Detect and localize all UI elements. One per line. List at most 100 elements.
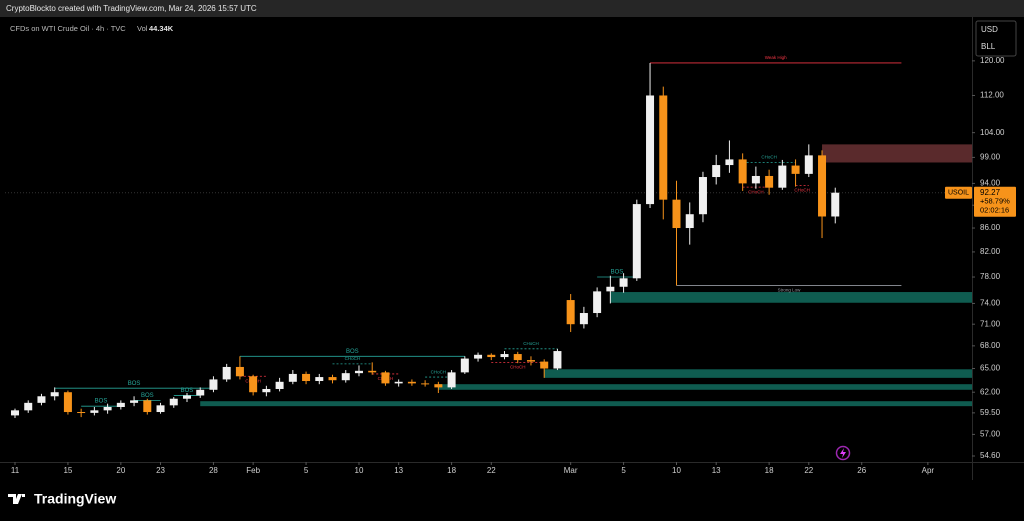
candle-body — [50, 392, 59, 397]
candle-body — [765, 175, 774, 188]
level-label: BOS — [181, 388, 194, 394]
candle-body — [37, 396, 46, 403]
countdown: 02:02:16 — [980, 206, 1009, 215]
x-tick-label: Mar — [564, 466, 578, 475]
last-price: 92.27 — [980, 188, 1001, 197]
brand-logo — [8, 494, 25, 504]
level-label: BOS — [611, 270, 624, 276]
candle-body — [24, 402, 33, 411]
candle-body — [354, 370, 363, 374]
level-label: CHoCH — [761, 155, 777, 160]
header-credit: CryptoBlockto created with TradingView.c… — [6, 4, 257, 13]
x-tick-label: 18 — [447, 466, 456, 475]
candle-body — [77, 412, 86, 414]
candle-body — [156, 405, 165, 413]
candle-body — [262, 388, 271, 393]
brand-name: TradingView — [34, 491, 116, 507]
y-tick-label: 68.00 — [980, 341, 1001, 350]
level-label: CHoCH — [431, 369, 447, 374]
candle-body — [302, 373, 311, 382]
y-tick-label: 54.60 — [980, 451, 1001, 460]
candle-body — [791, 165, 800, 174]
candle-body — [500, 354, 509, 358]
y-tick-label: 65.00 — [980, 364, 1001, 373]
candle-body — [804, 155, 813, 174]
level-label: BOS — [95, 399, 108, 405]
legend-symbol: CFDs on WTI Crude Oil · 4h · TVC — [10, 24, 126, 33]
candle-body — [196, 389, 205, 396]
price-badge — [974, 186, 1016, 217]
candle-body — [407, 381, 416, 384]
zone — [438, 384, 972, 390]
candle-body — [579, 313, 588, 325]
candle-body — [11, 410, 19, 416]
candle-body — [103, 406, 112, 411]
candle-body — [619, 278, 628, 287]
x-tick-label: 22 — [487, 466, 496, 475]
candle-body — [209, 379, 218, 390]
y-tick-label: 78.00 — [980, 272, 1001, 281]
currency-box — [975, 20, 1017, 57]
symbol-label: USOIL — [948, 190, 969, 197]
y-tick-label: 59.50 — [980, 408, 1001, 417]
x-tick-label: 28 — [209, 466, 218, 475]
y-tick-label: 104.00 — [980, 128, 1005, 137]
level-label: Strong Low — [778, 288, 802, 293]
level-label: BOS — [346, 349, 359, 355]
candle-body — [725, 159, 734, 166]
candle-body — [487, 354, 496, 358]
zone — [822, 144, 972, 163]
candle-body — [474, 354, 483, 359]
header-bar — [0, 0, 1024, 17]
y-tick-label: 62.00 — [980, 387, 1001, 396]
zone — [200, 401, 972, 407]
candle-body — [632, 204, 641, 279]
x-tick-label: Apr — [922, 466, 935, 475]
candle-body — [540, 361, 549, 369]
candle-body — [460, 358, 469, 373]
x-tick-label: 13 — [394, 466, 403, 475]
candle-body — [646, 95, 655, 205]
candle-body — [738, 159, 747, 184]
y-tick-label: 94.00 — [980, 179, 1001, 188]
x-tick-label: 18 — [765, 466, 774, 475]
candle-body — [593, 291, 602, 314]
candle-body — [698, 177, 707, 215]
candle-body — [328, 377, 337, 381]
level-label: CHoCH — [345, 356, 361, 361]
candle-body — [130, 400, 139, 403]
level-label: BOS — [141, 393, 154, 399]
y-tick-label: 71.00 — [980, 319, 1001, 328]
price-change: +58.79% — [980, 197, 1010, 206]
y-tick-label: 112.00 — [980, 91, 1004, 100]
candle-body — [818, 155, 827, 217]
x-tick-label: 20 — [116, 466, 125, 475]
candle-body — [341, 373, 350, 381]
candle-body — [712, 165, 721, 178]
candle-body — [672, 199, 681, 229]
candle-body — [513, 354, 522, 361]
currency: USD — [981, 25, 998, 34]
x-tick-label: 13 — [712, 466, 721, 475]
level-label: CHoCH — [510, 365, 526, 370]
candle-body — [685, 214, 694, 229]
level-label: CHoCH — [523, 341, 539, 346]
candle-body — [116, 402, 125, 407]
x-tick-label: 15 — [63, 466, 72, 475]
x-tick-label: 5 — [304, 466, 309, 475]
y-tick-label: 57.00 — [980, 430, 1001, 439]
candle-body — [275, 381, 284, 389]
candle-body — [447, 372, 456, 388]
candle-body — [288, 373, 297, 382]
candle-body — [249, 376, 258, 393]
x-tick-label: 23 — [156, 466, 165, 475]
x-tick-label: 22 — [804, 466, 813, 475]
candle-body — [566, 300, 575, 325]
level-label: BOS — [128, 381, 141, 387]
candle-body — [143, 400, 152, 413]
candle-body — [90, 410, 99, 413]
